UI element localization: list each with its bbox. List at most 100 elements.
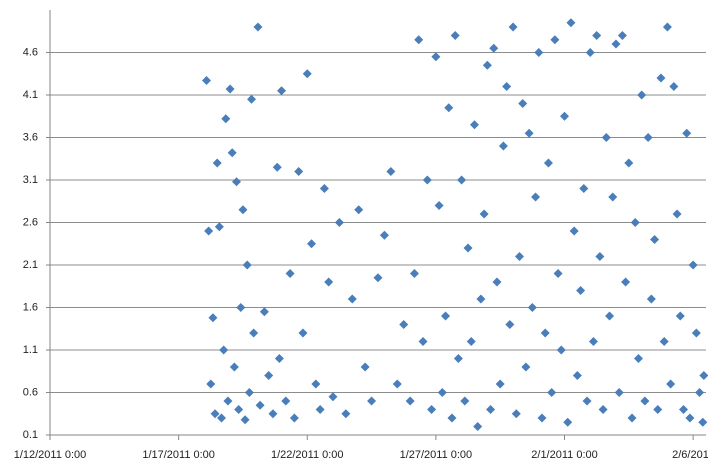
point <box>656 73 666 83</box>
x-tick-label: 1/17/2011 0:00 <box>142 449 215 461</box>
point <box>547 388 557 397</box>
point <box>225 84 235 94</box>
point <box>540 328 550 338</box>
point <box>227 148 237 158</box>
point <box>234 405 244 414</box>
point <box>212 158 222 168</box>
point <box>259 307 269 317</box>
point <box>511 409 521 419</box>
point <box>232 177 242 187</box>
point <box>614 388 624 397</box>
point <box>341 409 351 419</box>
point <box>328 392 338 402</box>
point <box>659 337 669 346</box>
point <box>595 252 605 261</box>
point <box>579 184 589 193</box>
point <box>508 22 518 32</box>
point <box>240 415 250 425</box>
point <box>473 422 483 431</box>
point <box>277 86 287 96</box>
point <box>617 31 627 40</box>
point <box>672 209 682 219</box>
y-tick-label: 4.6 <box>23 46 38 58</box>
point <box>492 277 502 287</box>
point <box>214 222 224 232</box>
point <box>543 158 553 168</box>
point <box>274 354 284 363</box>
point <box>482 60 492 70</box>
point <box>466 337 476 346</box>
point <box>505 320 515 329</box>
point <box>201 76 211 86</box>
point <box>502 82 512 91</box>
point <box>289 413 299 423</box>
y-tick-label: 3.6 <box>23 131 38 143</box>
point <box>427 405 437 414</box>
point <box>302 69 312 79</box>
point <box>495 379 505 389</box>
point <box>521 362 531 372</box>
y-tick-label: 4.1 <box>23 89 38 101</box>
y-tick-label: 3.1 <box>23 174 38 186</box>
point <box>621 277 631 287</box>
y-tick-label: 2.6 <box>23 216 38 228</box>
point <box>662 22 672 32</box>
point <box>223 396 233 406</box>
point <box>319 184 329 193</box>
point <box>386 167 396 176</box>
point <box>285 269 295 278</box>
point <box>236 303 246 312</box>
point <box>627 413 637 423</box>
point <box>691 328 701 338</box>
point <box>650 235 660 244</box>
point <box>253 22 263 32</box>
point <box>298 328 308 338</box>
point <box>447 413 457 423</box>
point <box>572 371 582 380</box>
point <box>315 405 325 414</box>
point <box>268 409 278 419</box>
point <box>653 405 663 414</box>
point <box>249 328 259 338</box>
point <box>582 396 592 406</box>
point <box>476 294 486 304</box>
point <box>204 226 214 236</box>
point <box>598 405 608 414</box>
point <box>418 337 428 346</box>
point <box>479 209 489 219</box>
point <box>307 239 317 249</box>
point <box>640 396 650 406</box>
point <box>399 320 409 329</box>
point <box>405 396 415 406</box>
point <box>498 141 508 151</box>
point <box>221 114 231 124</box>
point <box>695 388 705 397</box>
point <box>242 260 252 270</box>
point <box>453 354 463 363</box>
point <box>206 379 216 389</box>
x-tick-label: 1/12/2011 0:00 <box>14 449 87 461</box>
point <box>518 99 528 108</box>
point <box>272 162 282 172</box>
point <box>437 388 447 397</box>
point <box>244 388 254 397</box>
point <box>534 48 544 57</box>
point <box>553 269 563 278</box>
x-tick-label: 1/27/2011 0:00 <box>400 449 473 461</box>
point <box>675 311 685 321</box>
point <box>514 252 524 261</box>
point <box>360 362 370 372</box>
point <box>678 405 688 414</box>
point <box>637 90 647 100</box>
point <box>238 205 248 215</box>
point <box>560 111 570 121</box>
point <box>527 303 537 312</box>
point <box>569 226 579 236</box>
point <box>255 400 265 410</box>
x-tick-label: 2/1/2011 0:00 <box>531 449 597 461</box>
point <box>666 379 676 389</box>
y-tick-label: 0.1 <box>23 429 38 441</box>
point <box>588 337 598 346</box>
point <box>463 243 473 253</box>
